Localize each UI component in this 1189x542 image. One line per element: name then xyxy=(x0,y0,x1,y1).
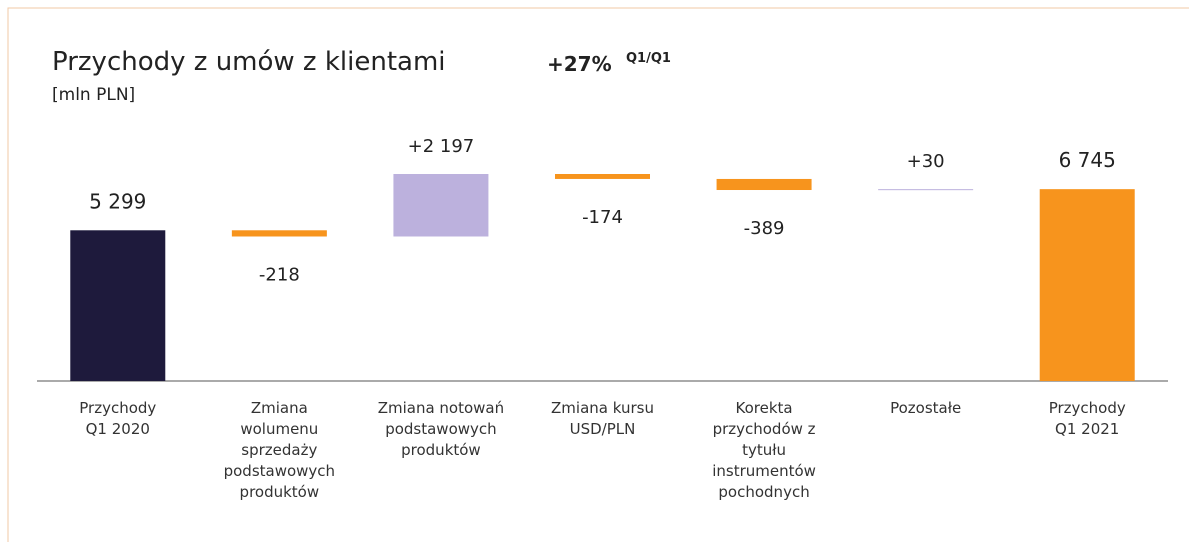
value-label: +2 197 xyxy=(408,136,475,157)
value-label: -174 xyxy=(582,207,623,228)
value-label: -218 xyxy=(259,264,300,285)
value-label: 5 299 xyxy=(89,189,146,213)
value-label: -389 xyxy=(744,218,785,239)
category-label: Przychody Q1 2021 xyxy=(1048,399,1126,438)
bar xyxy=(70,230,166,381)
value-label: +30 xyxy=(907,151,945,172)
chart-title: Przychody z umów z klientami xyxy=(52,47,446,77)
category-label: Przychody Q1 2020 xyxy=(79,399,157,438)
growth: +27% xyxy=(547,52,612,76)
bar xyxy=(393,174,489,237)
bar xyxy=(878,189,974,191)
category-label: Pozostałe xyxy=(890,399,962,417)
bar xyxy=(231,230,327,237)
growth-note: Q1/Q1 xyxy=(626,51,671,66)
frame xyxy=(7,7,1189,542)
value-label: 6 745 xyxy=(1059,148,1116,172)
chart-subtitle: [mln PLN] xyxy=(52,85,135,105)
category-label: Zmiana kursu USD/PLN xyxy=(551,399,654,438)
category-label: Korekta przychodów z tytułu instrumentów… xyxy=(712,399,816,501)
category-label: Zmiana wolumenu sprzedaży podstawowych p… xyxy=(223,399,336,501)
category-label: Zmiana notowań podstawowych produktów xyxy=(377,399,505,459)
bar xyxy=(716,178,812,191)
bar xyxy=(1039,189,1135,381)
bar xyxy=(555,174,650,179)
